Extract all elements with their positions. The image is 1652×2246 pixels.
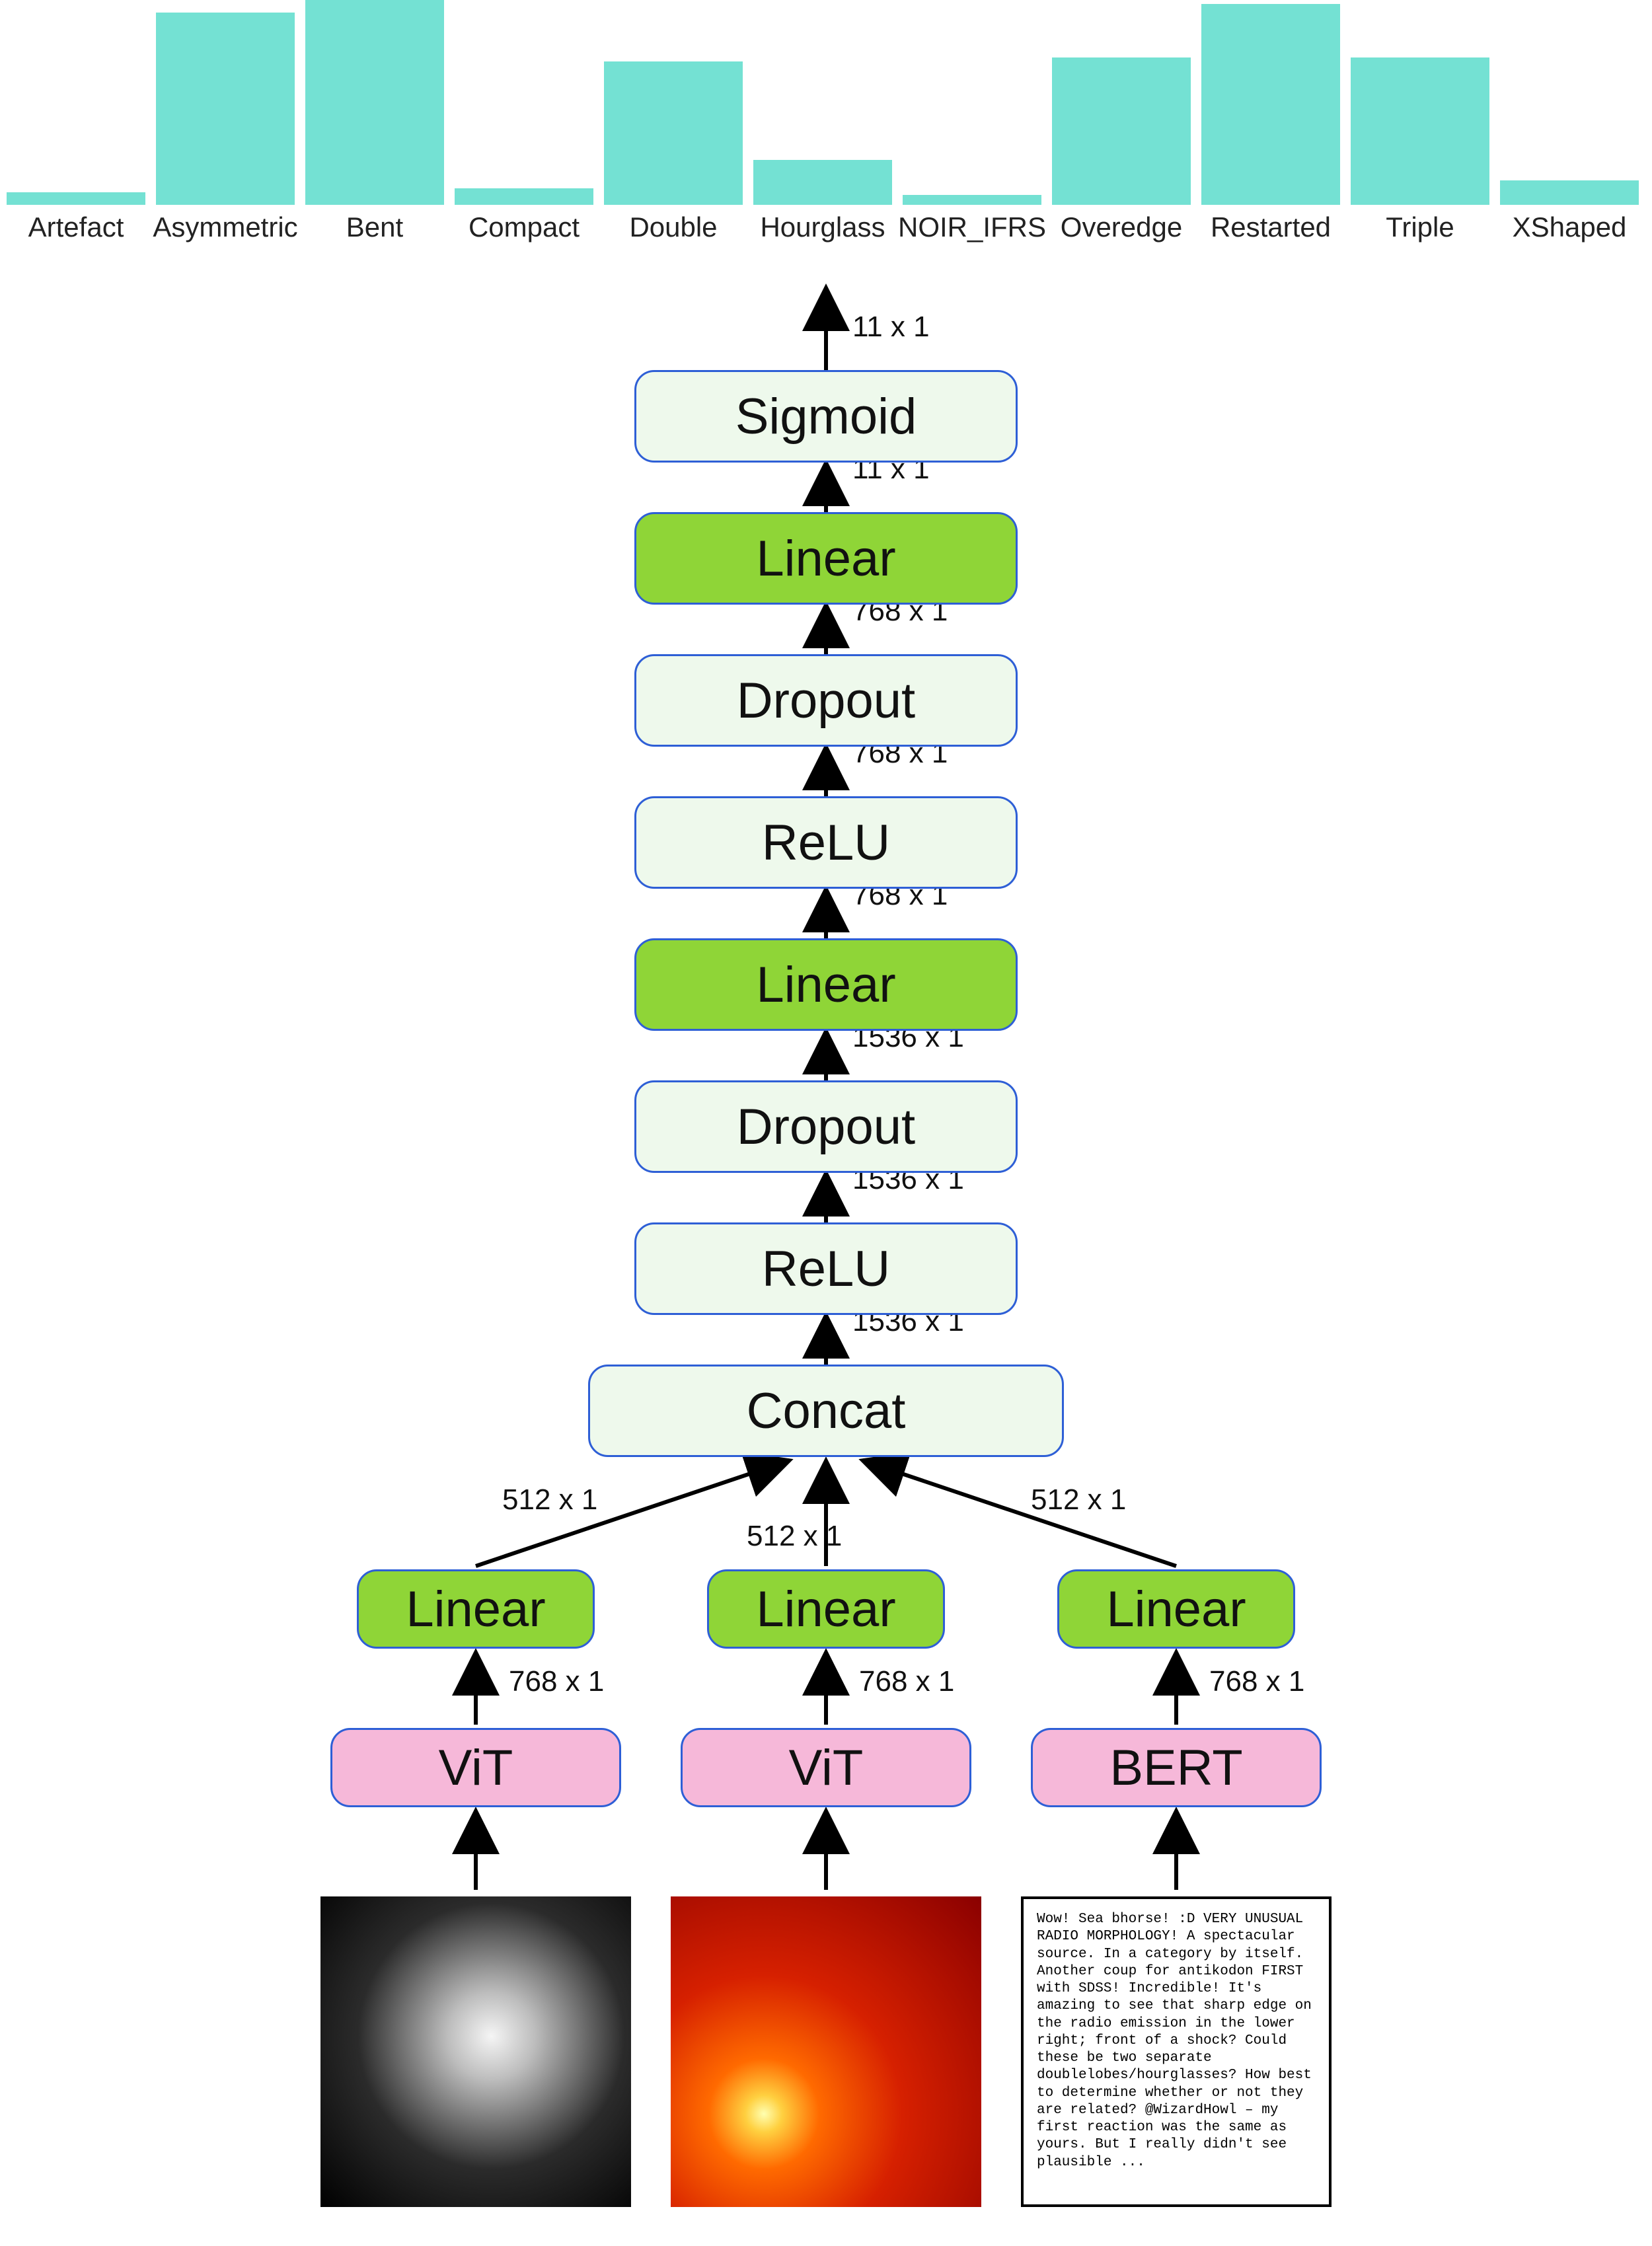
dim-label: 512 x 1 [747,1520,842,1553]
bar-label: Restarted [1211,211,1331,243]
bar-rect [7,192,145,205]
bar-Compact: Compact [455,0,593,205]
bar-rect [1052,57,1191,205]
layer-sigmoid: Sigmoid [634,370,1018,463]
bar-NOIR_IFRS: NOIR_IFRS [903,0,1041,205]
dim-label: 11 x 1 [852,311,930,344]
layer-relu: ReLU [634,1222,1018,1315]
layer-dropout: Dropout [634,1080,1018,1173]
dim-label: 768 x 1 [509,1665,604,1698]
layer-dropout: Dropout [634,654,1018,747]
layer-linear: Linear [634,938,1018,1031]
bar-rect [604,61,743,205]
layer-linear: Linear [634,512,1018,605]
bar-label: Triple [1386,211,1454,243]
input-radio-image [320,1896,631,2207]
input-optical-image [671,1896,981,2207]
bar-Bent: Bent [305,0,444,205]
bar-label: XShaped [1513,211,1627,243]
bar-label: Overedge [1061,211,1182,243]
page-root: ArtefactAsymmetricBentCompactDoubleHourg… [0,0,1652,2246]
bar-label: Compact [469,211,580,243]
bar-Overedge: Overedge [1052,0,1191,205]
layer-relu: ReLU [634,796,1018,889]
bar-rect [455,188,593,205]
bar-rect [1351,57,1489,205]
bar-XShaped: XShaped [1500,0,1639,205]
bar-rect [1500,180,1639,205]
bar-label: Double [629,211,717,243]
layer-linear-branch: Linear [707,1569,945,1649]
encoder-vit: ViT [681,1728,971,1807]
encoder-vit: ViT [330,1728,621,1807]
bar-Artefact: Artefact [7,0,145,205]
bar-label: Bent [346,211,403,243]
layer-concat: Concat [588,1365,1064,1457]
dim-label: 512 x 1 [502,1483,597,1516]
bar-rect [903,195,1041,206]
bar-rect [753,160,892,205]
class-distribution-bar-chart: ArtefactAsymmetricBentCompactDoubleHourg… [0,0,1652,251]
encoder-bert: BERT [1031,1728,1322,1807]
bar-label: Artefact [28,211,124,243]
layer-linear-branch: Linear [357,1569,595,1649]
bar-Restarted: Restarted [1201,0,1340,205]
bar-label: Hourglass [760,211,885,243]
bar-label: Asymmetric [153,211,297,243]
layer-linear-branch: Linear [1057,1569,1295,1649]
bar-Triple: Triple [1351,0,1489,205]
bar-rect [305,0,444,205]
bar-label: NOIR_IFRS [898,211,1046,243]
bar-rect [156,13,295,205]
bar-Double: Double [604,0,743,205]
bar-Hourglass: Hourglass [753,0,892,205]
bar-rect [1201,4,1340,205]
dim-label: 768 x 1 [859,1665,954,1698]
bar-Asymmetric: Asymmetric [156,0,295,205]
dim-label: 768 x 1 [1209,1665,1304,1698]
dim-label: 512 x 1 [1031,1483,1126,1516]
input-text-panel: Wow! Sea bhorse! :D VERY UNUSUAL RADIO M… [1021,1896,1332,2207]
